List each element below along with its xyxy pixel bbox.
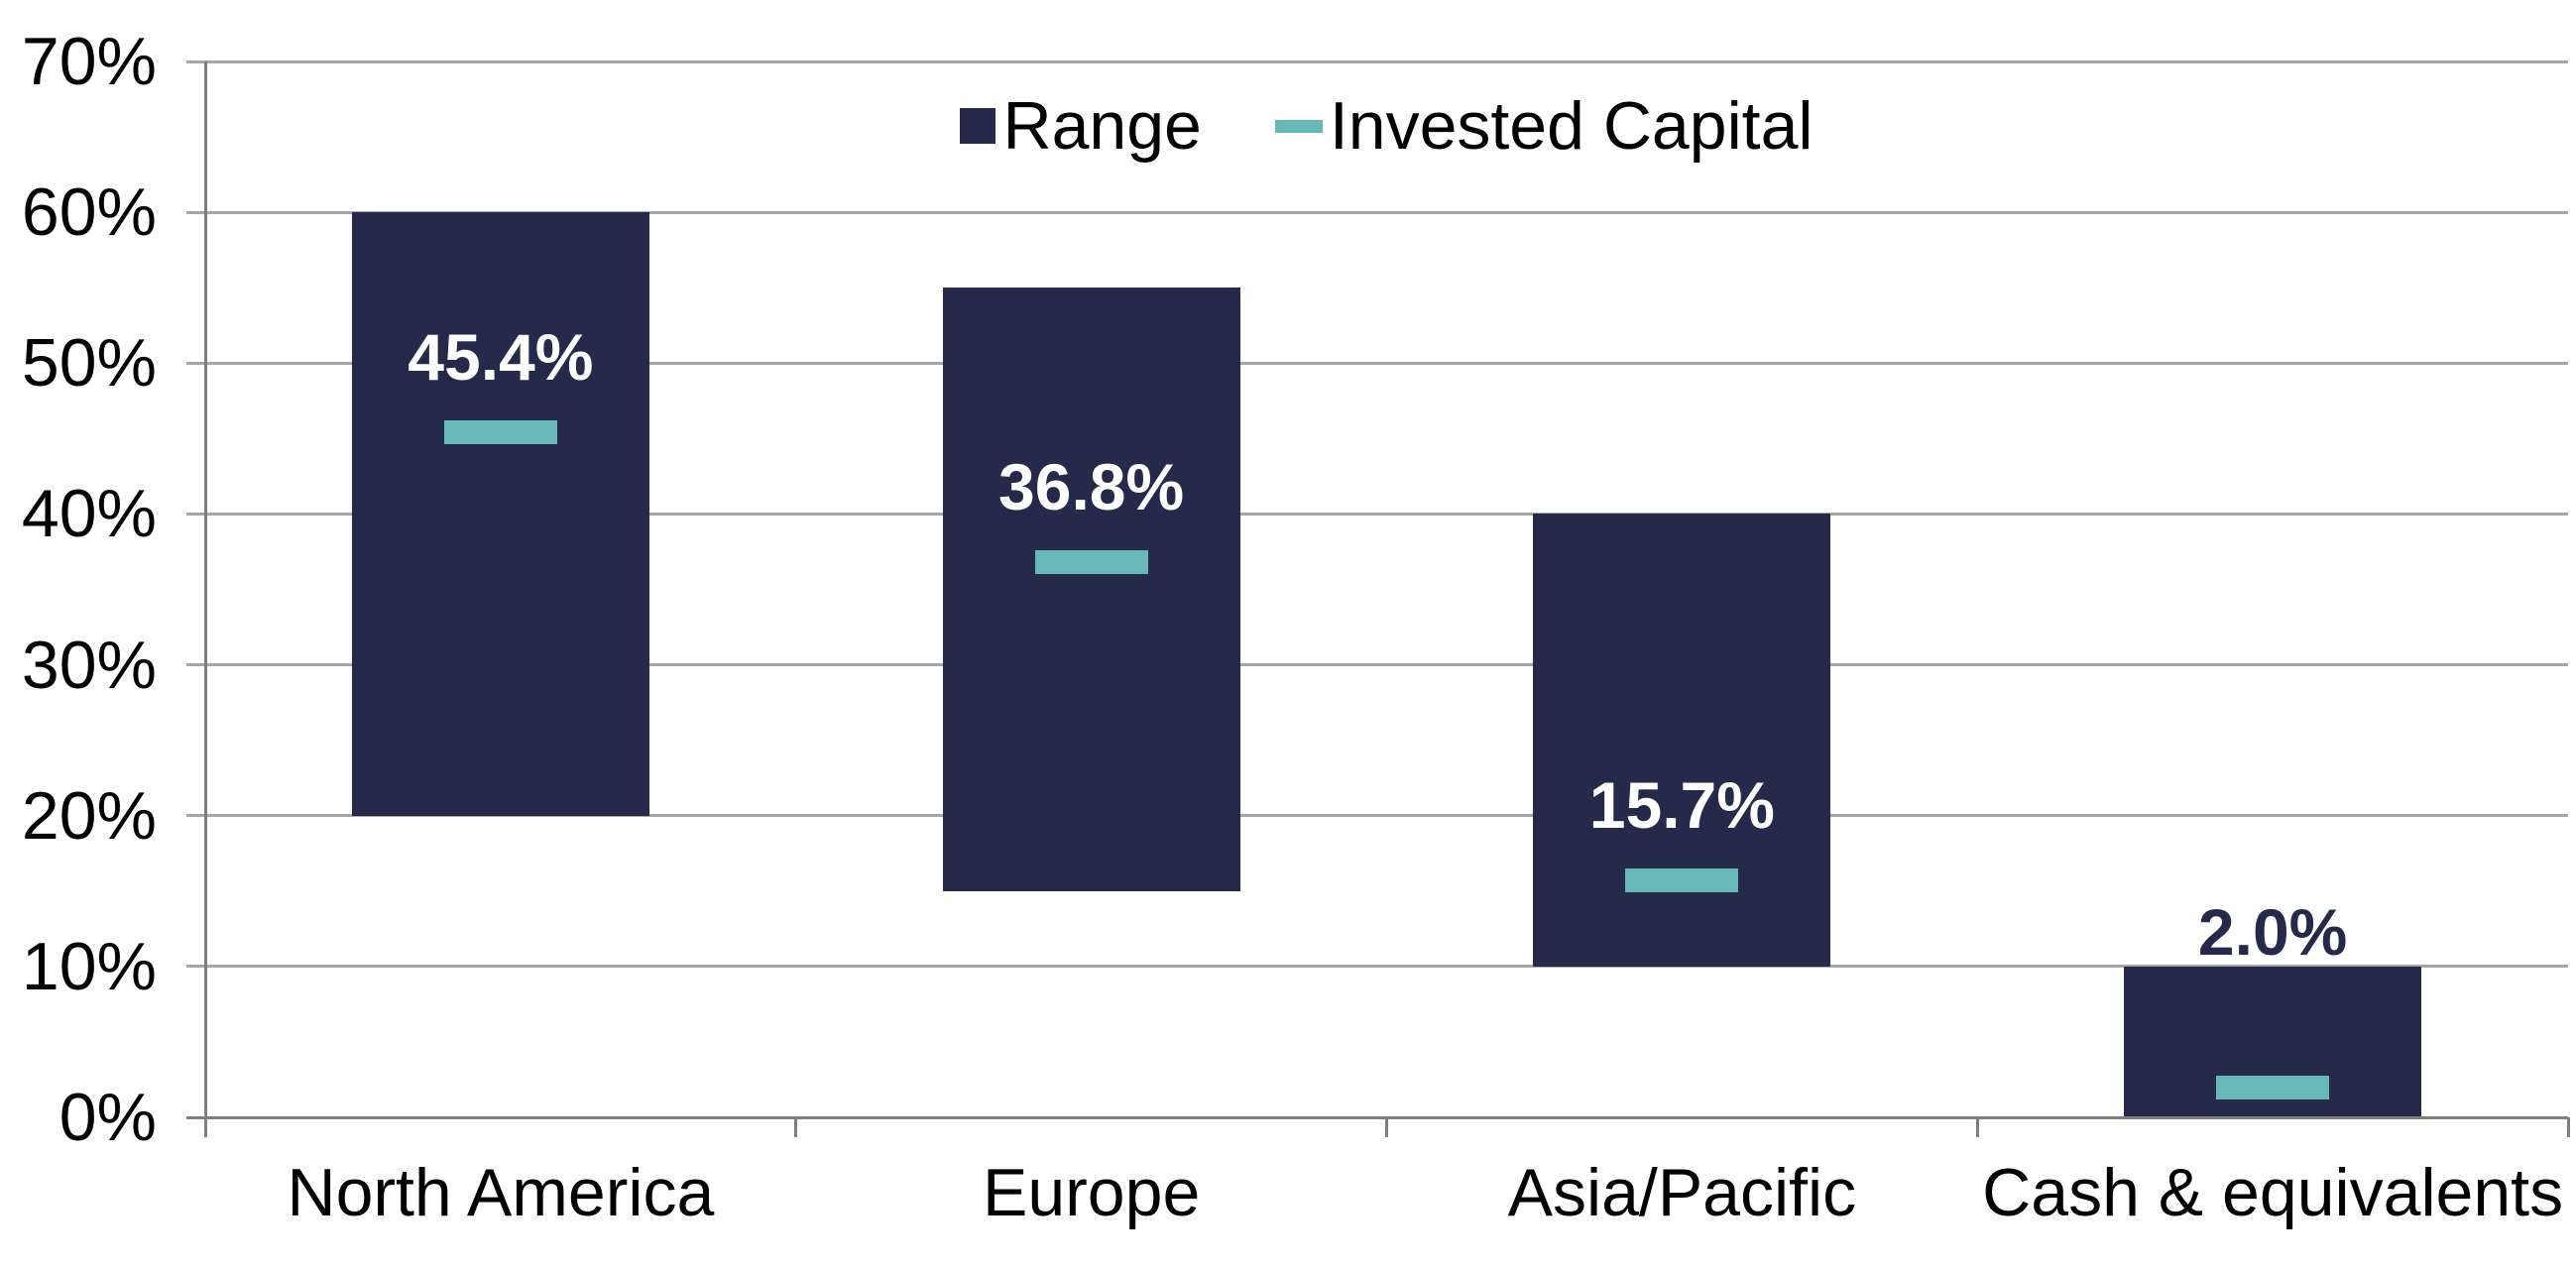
range-bar-0	[351, 212, 649, 816]
category-label-0: North America	[287, 1155, 715, 1230]
y-axis-tick-label: 40%	[21, 476, 157, 552]
category-label-1: Europe	[982, 1155, 1201, 1230]
y-axis-tick-label: 60%	[21, 174, 157, 251]
x-axis-tick-1	[1385, 1117, 1388, 1137]
invested-capital-marker-3	[2216, 1075, 2330, 1099]
gridline-70	[186, 59, 2568, 63]
gridline-20	[186, 814, 2568, 818]
y-axis-tick-label: 0%	[59, 1080, 157, 1155]
y-axis-tick-label: 20%	[21, 777, 157, 854]
category-label-2: Asia/Pacific	[1507, 1155, 1857, 1230]
x-axis-tick-2	[1975, 1117, 1979, 1137]
category-label-3: Cash & equivalents	[1982, 1155, 2564, 1230]
gridline-30	[186, 663, 2568, 667]
invested-capital-marker-1	[1034, 550, 1148, 575]
y-axis-tick-label: 50%	[21, 325, 157, 402]
y-axis-tick-label: 30%	[21, 627, 157, 703]
invested-capital-label-1: 36.8%	[998, 450, 1185, 524]
invested-capital-label-2: 15.7%	[1588, 768, 1775, 843]
y-axis-line	[203, 61, 207, 1137]
legend-item-invested-capital: Invested Capital	[1274, 87, 1814, 165]
range-swatch-icon	[960, 108, 996, 144]
x-axis-tick-3	[2566, 1117, 2570, 1137]
gridline-10	[186, 965, 2568, 969]
gridline-40	[186, 512, 2568, 516]
gridline-50	[186, 361, 2568, 365]
legend-invested-capital-label: Invested Capital	[1329, 88, 1814, 164]
invested-capital-marker-0	[443, 420, 557, 445]
legend-range-label: Range	[1002, 88, 1202, 164]
legend-item-range: Range	[960, 87, 1202, 165]
x-axis-line	[186, 1115, 2568, 1119]
y-axis-tick-label: 10%	[21, 928, 157, 1004]
gridline-60	[186, 210, 2568, 214]
invested-capital-label-0: 45.4%	[408, 320, 594, 395]
range-bar-2	[1533, 514, 1831, 967]
range-bar-1	[942, 288, 1240, 891]
y-axis-tick-label: 70%	[21, 24, 157, 99]
invested-capital-label-3: 2.0%	[2197, 894, 2348, 969]
chart-legend: Range Invested Capital	[205, 87, 2568, 165]
x-axis-tick-0	[794, 1117, 798, 1137]
invested-capital-swatch-icon	[1274, 119, 1323, 133]
invested-capital-marker-2	[1625, 868, 1739, 893]
